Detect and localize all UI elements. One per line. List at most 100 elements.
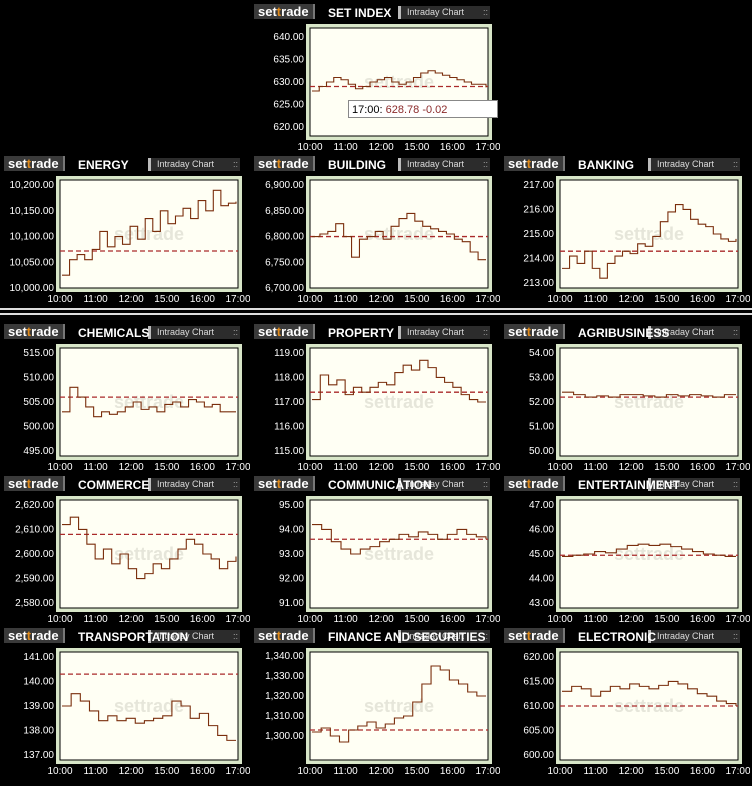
y-tick-label: 640.00	[273, 32, 304, 43]
x-tick-label: 11:00	[583, 766, 608, 777]
y-tick-label: 45.00	[529, 549, 554, 560]
intraday-chart-button[interactable]: Intraday Chart	[398, 326, 490, 339]
x-tick-label: 10:00	[547, 294, 572, 305]
x-tick-label: 17:00	[725, 614, 750, 625]
y-tick-label: 117.00	[274, 397, 304, 408]
y-tick-label: 1,300.00	[265, 731, 304, 742]
intraday-chart-button[interactable]: Intraday Chart	[398, 6, 490, 19]
y-tick-label: 138.00	[23, 726, 54, 737]
settrade-logo: settrade	[4, 156, 65, 171]
intraday-chart-button[interactable]: Intraday Chart	[648, 478, 740, 491]
row-separator	[0, 308, 752, 310]
chart-header: settrade Intraday ChartTRANSPORTATION	[0, 628, 240, 644]
settrade-logo: settrade	[254, 4, 315, 19]
intraday-chart-button[interactable]: Intraday Chart	[398, 478, 490, 491]
intraday-chart-button[interactable]: Intraday Chart	[398, 158, 490, 171]
y-tick-label: 2,600.00	[15, 549, 54, 560]
price-line	[562, 680, 737, 706]
x-tick-label: 17:00	[225, 462, 250, 473]
y-tick-label: 630.00	[273, 77, 304, 88]
x-tick-label: 16:00	[690, 766, 715, 777]
y-tick-label: 115.00	[274, 446, 304, 457]
x-tick-label: 17:00	[475, 462, 500, 473]
y-tick-label: 620.00	[523, 652, 554, 663]
x-tick-label: 10:00	[297, 614, 322, 625]
intraday-chart-button[interactable]: Intraday Chart	[648, 630, 740, 643]
x-tick-label: 11:00	[583, 614, 608, 625]
y-tick-label: 6,800.00	[265, 232, 304, 243]
x-tick-label: 12:00	[619, 614, 644, 625]
y-tick-label: 140.00	[23, 676, 54, 687]
intraday-chart-button[interactable]: Intraday Chart	[148, 630, 240, 643]
chart-header: settrade Intraday ChartENTERTAINMENT	[500, 476, 740, 492]
y-tick-label: 44.00	[529, 574, 554, 585]
x-tick-label: 11:00	[83, 294, 108, 305]
x-tick-label: 10:00	[547, 766, 572, 777]
watermark: settrade	[114, 696, 184, 716]
chart-title: BUILDING	[328, 158, 386, 172]
y-tick-label: 54.00	[529, 348, 554, 359]
y-tick-label: 137.00	[23, 750, 54, 761]
settrade-logo: settrade	[254, 156, 315, 171]
chart-header: settrade Intraday ChartCOMMUNICATION	[250, 476, 490, 492]
x-tick-label: 17:00	[725, 462, 750, 473]
intraday-line-chart: 95.00 94.00 93.00 92.00 91.00 10:00 11:00 12:00…	[279, 496, 500, 625]
x-tick-label: 16:00	[690, 294, 715, 305]
x-tick-label: 10:00	[47, 294, 72, 305]
x-tick-label: 15:00	[154, 766, 179, 777]
x-tick-label: 11:00	[583, 462, 608, 473]
x-tick-label: 12:00	[619, 294, 644, 305]
x-tick-label: 17:00	[225, 766, 250, 777]
chart-header: settrade Intraday Chart ENERGY	[0, 156, 240, 172]
y-tick-label: 2,580.00	[15, 598, 54, 609]
x-tick-label: 15:00	[404, 142, 429, 153]
intraday-chart-button[interactable]: Intraday Chart	[148, 326, 240, 339]
watermark: settrade	[364, 392, 434, 412]
y-tick-label: 625.00	[273, 100, 304, 111]
x-tick-label: 15:00	[654, 766, 679, 777]
chart-header: settrade Intraday ChartAGRIBUSINESS	[500, 324, 740, 340]
x-tick-label: 12:00	[369, 766, 394, 777]
settrade-logo: settrade	[4, 324, 65, 339]
intraday-chart-button[interactable]: Intraday Chart	[148, 158, 240, 171]
x-tick-label: 10:00	[547, 462, 572, 473]
y-tick-label: 216.00	[523, 204, 554, 215]
x-tick-label: 12:00	[369, 294, 394, 305]
intraday-line-chart: 47.00 46.00 45.00 44.00 43.00 10:00 11:00 12:00…	[529, 496, 750, 625]
intraday-line-chart: 515.00 510.00 505.00 500.00 495.00 10:00 11:00…	[23, 344, 250, 473]
price-line	[62, 693, 236, 741]
settrade-logo: settrade	[254, 476, 315, 491]
chart-title: FINANCE AND SECURITIES	[328, 630, 486, 644]
price-line	[312, 70, 487, 92]
x-tick-label: 11:00	[583, 294, 608, 305]
intraday-chart-button[interactable]: Intraday Chart	[398, 630, 490, 643]
price-line	[562, 391, 736, 398]
watermark: settrade	[364, 696, 434, 716]
intraday-chart-button[interactable]: Intraday Chart	[648, 326, 740, 339]
x-tick-label: 11:00	[333, 142, 358, 153]
chart-panel: settrade Intraday Chart BANKING 217.00 216.0…	[500, 156, 750, 308]
y-tick-label: 10,100.00	[10, 232, 55, 243]
y-tick-label: 10,150.00	[10, 206, 55, 217]
y-tick-label: 213.00	[523, 278, 554, 289]
price-line	[312, 359, 486, 403]
y-tick-label: 52.00	[529, 397, 554, 408]
intraday-chart-button[interactable]: Intraday Chart	[648, 158, 740, 171]
x-tick-label: 12:00	[619, 462, 644, 473]
x-tick-label: 16:00	[440, 142, 465, 153]
intraday-line-chart: 10,200.00 10,150.00 10,100.00 10,050.00 10,0…	[10, 176, 250, 305]
chart-header: settrade Intraday ChartPROPERTY	[250, 324, 490, 340]
intraday-line-chart: 640.00 635.00 630.00 625.00 620.00 10:00 11:00…	[273, 24, 500, 153]
watermark: settrade	[364, 544, 434, 564]
x-tick-label: 15:00	[654, 294, 679, 305]
x-tick-label: 12:00	[119, 294, 144, 305]
plot-area	[59, 347, 239, 457]
y-tick-label: 118.00	[274, 372, 304, 383]
price-line	[62, 386, 236, 418]
y-tick-label: 500.00	[23, 422, 54, 433]
chart-title: BANKING	[578, 158, 634, 172]
y-tick-label: 46.00	[529, 524, 554, 535]
settrade-logo: settrade	[4, 476, 65, 491]
intraday-chart-button[interactable]: Intraday Chart	[148, 478, 240, 491]
